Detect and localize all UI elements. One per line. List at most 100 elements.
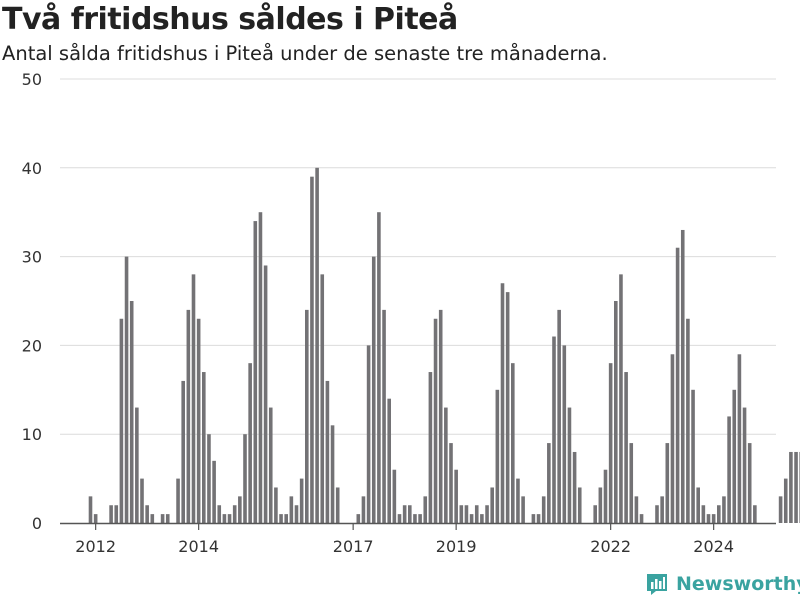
- bar: [315, 167, 319, 524]
- bar: [294, 505, 299, 523]
- bar: [243, 434, 247, 523]
- bar: [202, 372, 206, 523]
- bar: [727, 416, 731, 523]
- y-tick-label: 30: [22, 248, 42, 267]
- bar: [438, 309, 443, 523]
- bar: [557, 309, 561, 523]
- bar: [531, 514, 536, 523]
- bar: [516, 478, 520, 523]
- bar: [428, 372, 433, 523]
- bar: [789, 451, 793, 523]
- x-tick-label: 2012: [75, 537, 116, 556]
- bar: [248, 363, 252, 523]
- x-tick-label: 2014: [178, 537, 219, 556]
- bar: [289, 496, 294, 523]
- bar: [485, 505, 489, 523]
- bar: [387, 398, 391, 523]
- bar: [258, 212, 263, 523]
- bar: [562, 345, 567, 523]
- y-tick-label: 0: [32, 514, 42, 533]
- gridlines: [60, 78, 776, 435]
- bar: [284, 514, 288, 523]
- x-tick-label: 2022: [590, 537, 631, 556]
- bar: [423, 496, 428, 523]
- bar: [274, 487, 278, 523]
- bar: [165, 514, 170, 523]
- bar: [191, 274, 196, 523]
- x-tick-label: 2019: [436, 537, 477, 556]
- bar: [330, 425, 335, 523]
- bar: [737, 354, 742, 523]
- bar: [397, 514, 402, 523]
- bar: [366, 345, 371, 523]
- bar: [371, 256, 376, 523]
- bar: [701, 505, 706, 523]
- bar: [639, 514, 644, 523]
- bar: [268, 407, 273, 523]
- bar: [454, 469, 458, 523]
- bar: [88, 496, 93, 523]
- bar: [536, 514, 541, 523]
- chart-title: Två fritidshus såldes i Piteå: [2, 2, 458, 37]
- bar: [747, 443, 752, 523]
- bar: [567, 407, 572, 523]
- bar: [145, 505, 149, 523]
- bar: [691, 389, 695, 523]
- bar: [670, 354, 675, 523]
- bar: [402, 505, 407, 523]
- bar: [356, 514, 361, 523]
- bar: [320, 274, 325, 523]
- bar: [382, 309, 386, 523]
- bar: [335, 487, 340, 523]
- bar: [253, 221, 258, 523]
- bar: [603, 469, 608, 523]
- bar: [305, 309, 309, 523]
- bar: [176, 478, 180, 523]
- bar: [93, 514, 98, 523]
- bar: [660, 496, 664, 523]
- bar: [547, 443, 551, 523]
- y-tick-label: 40: [22, 159, 42, 178]
- chart-subtitle: Antal sålda fritidshus i Piteå under de …: [2, 42, 608, 65]
- bar: [181, 380, 185, 523]
- bar: [140, 478, 144, 523]
- bar: [119, 318, 124, 523]
- bar: [135, 407, 139, 523]
- bar: [624, 372, 628, 523]
- bar: [408, 505, 412, 523]
- bar: [232, 505, 237, 523]
- bar: [552, 336, 556, 523]
- bar: [114, 505, 119, 523]
- bar: [598, 487, 603, 523]
- bar: [325, 380, 330, 523]
- bar: [495, 389, 500, 523]
- bar: [480, 514, 484, 523]
- bar: [361, 496, 366, 523]
- bar: [619, 274, 623, 523]
- bar: [717, 505, 721, 523]
- bar: [541, 496, 546, 523]
- bar: [186, 309, 191, 523]
- bar: [521, 496, 525, 523]
- bar: [109, 505, 113, 523]
- bar: [680, 229, 685, 523]
- bar: [469, 514, 474, 523]
- bar: [490, 487, 494, 523]
- bar: [124, 256, 129, 523]
- bar: [722, 496, 726, 523]
- bar: [227, 514, 232, 523]
- bar: [464, 505, 469, 523]
- bar: [413, 514, 417, 523]
- bar: [392, 469, 397, 523]
- bar: [655, 505, 659, 523]
- bar: [433, 318, 438, 523]
- y-tick-label: 50: [22, 70, 42, 89]
- bar: [238, 496, 242, 523]
- bar: [212, 460, 216, 523]
- bar: [500, 283, 505, 523]
- bar: [505, 292, 510, 523]
- bar: [511, 363, 515, 523]
- brand-logo: Newsworthy: [644, 571, 800, 597]
- bar: [732, 389, 737, 523]
- bar: [608, 363, 613, 523]
